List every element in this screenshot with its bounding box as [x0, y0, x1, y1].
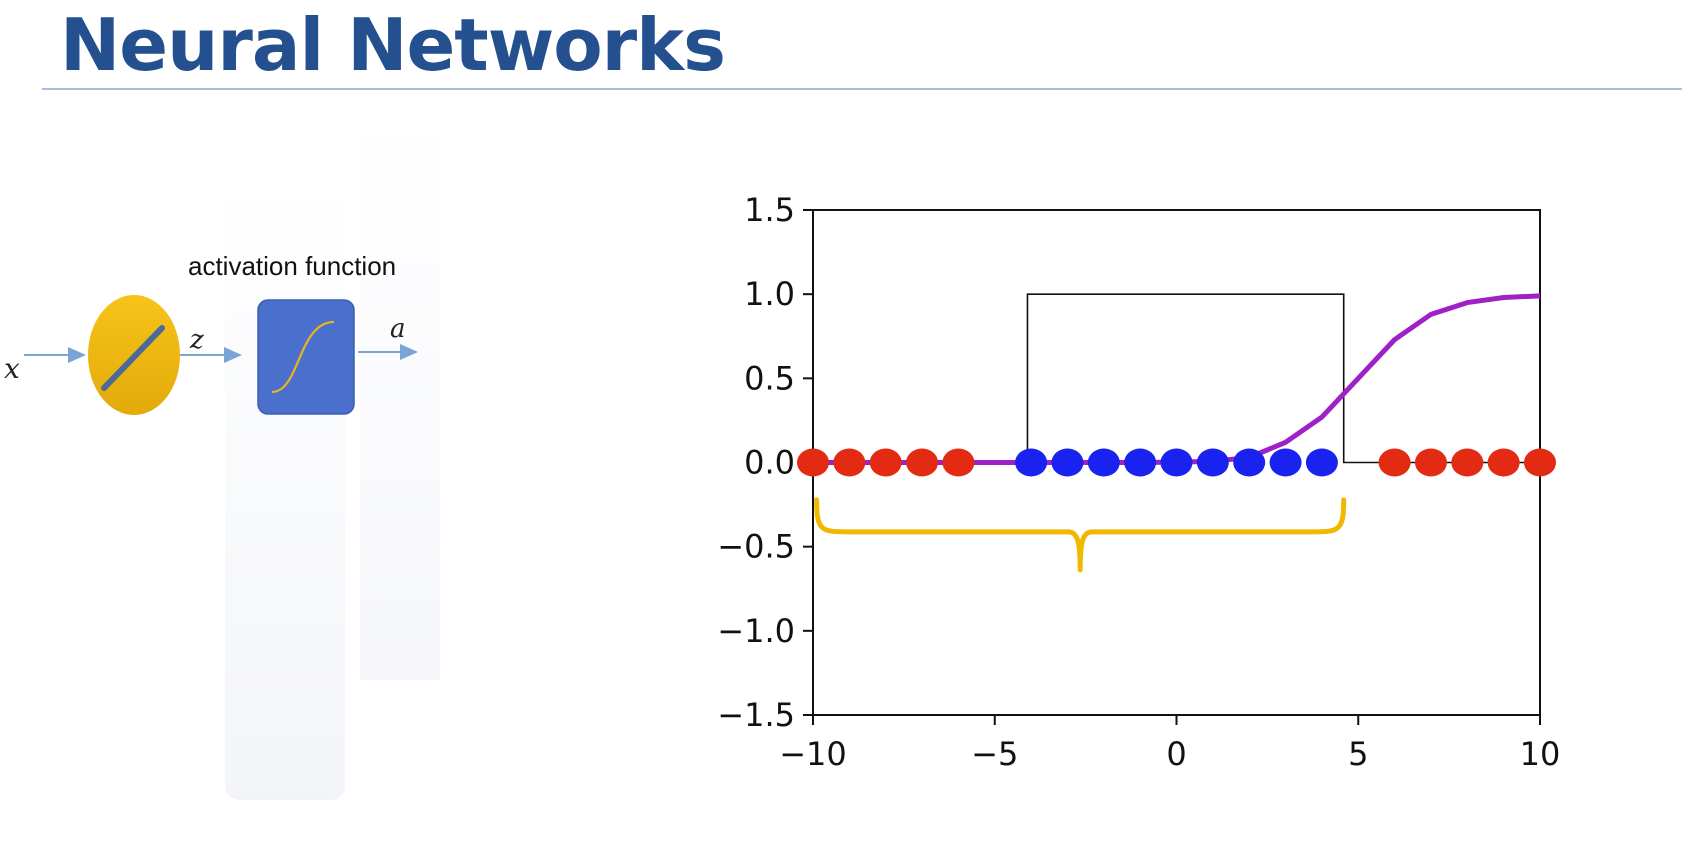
output-label: a	[390, 314, 406, 344]
blue-data-point	[1196, 448, 1229, 477]
red-data-point	[1378, 448, 1411, 477]
linear-function-icon	[101, 325, 165, 391]
blue-data-point	[1124, 448, 1157, 477]
blue-data-point	[1160, 448, 1193, 477]
input-label: x	[4, 352, 20, 385]
blue-data-point	[1087, 448, 1120, 477]
slide-title: Neural Networks	[60, 3, 726, 87]
neuron-diagram: x z activation function a	[4, 251, 418, 415]
blue-data-point	[1305, 448, 1338, 477]
background-shape	[225, 180, 345, 800]
red-data-point	[1451, 448, 1484, 477]
sigmoid-icon	[271, 320, 335, 394]
red-data-point	[833, 448, 866, 477]
y-tick-label: 1.5	[744, 191, 795, 229]
activation-function-label: activation function	[188, 251, 396, 281]
y-tick-label: 0.5	[744, 359, 795, 397]
background-shape-2	[360, 120, 440, 680]
x-tick-label: −10	[779, 735, 847, 773]
y-tick-label: 1.0	[744, 275, 795, 313]
step-function-line	[813, 293, 1540, 464]
linear-node	[88, 295, 180, 415]
red-data-point	[942, 448, 975, 477]
y-tick-label: −1.5	[717, 696, 795, 734]
red-data-point	[869, 448, 902, 477]
red-data-point	[1524, 448, 1556, 477]
y-tick-label: 0.0	[744, 444, 795, 482]
red-data-point	[797, 448, 829, 477]
blue-data-point	[1269, 448, 1302, 477]
x-tick-label: 5	[1348, 735, 1368, 773]
sigmoid-line	[813, 293, 1541, 465]
brace-annotation	[814, 497, 1347, 573]
blue-data-point	[1015, 448, 1048, 477]
title-divider	[42, 88, 1682, 90]
linear-output-label: z	[189, 325, 204, 355]
blue-data-point	[1233, 448, 1266, 477]
x-tick-label: 10	[1520, 735, 1561, 773]
activation-box	[257, 299, 355, 415]
x-tick-label: −5	[971, 735, 1018, 773]
red-data-point	[906, 448, 939, 477]
y-tick-label: −0.5	[717, 528, 795, 566]
x-tick-label: 0	[1166, 735, 1186, 773]
activation-plot: 1.5 1.0 0.5 0.0 −0.5 −1.0 −1.5−10 −5 0 5 10	[717, 191, 1561, 773]
y-tick-label: −1.0	[717, 612, 795, 650]
red-data-point	[1487, 448, 1520, 477]
blue-data-point	[1051, 448, 1084, 477]
red-data-point	[1414, 448, 1447, 477]
